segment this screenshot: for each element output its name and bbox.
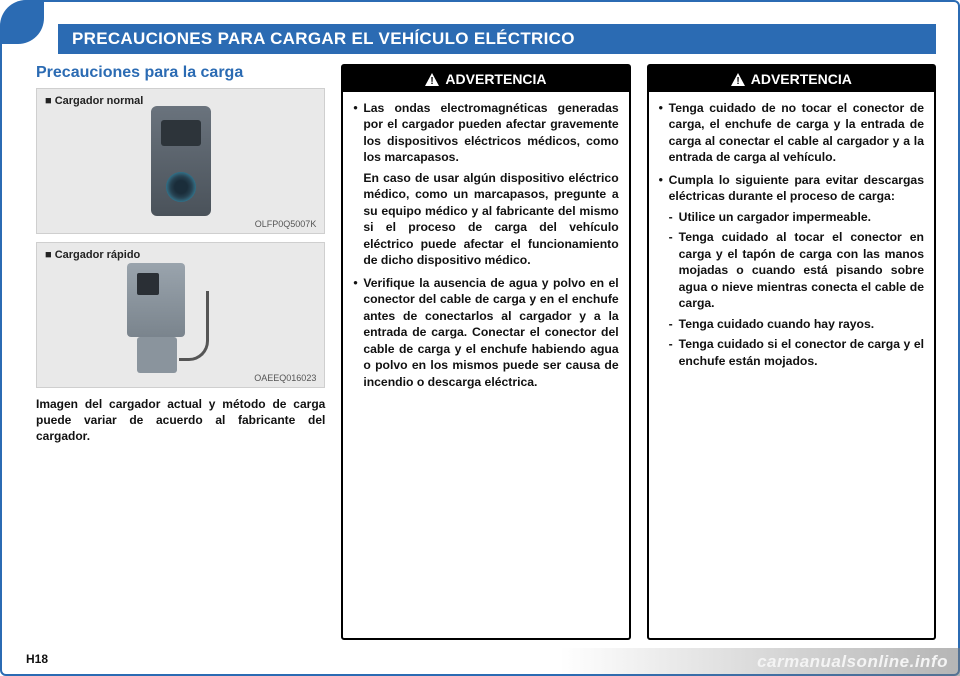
subheading: Precauciones para la carga (36, 64, 325, 82)
sub-list: Utilice un cargador impermeable. Tenga c… (669, 209, 924, 369)
bullet-text: Tenga cuidado de no tocar el conector de… (669, 101, 924, 164)
svg-text:!: ! (431, 76, 434, 86)
photo-code: OLFP0Q5007K (255, 219, 317, 229)
warning-body: Las ondas electromagnéticas generadas po… (343, 92, 628, 406)
figure-caption: Imagen del cargador actual y método de c… (36, 396, 325, 445)
right-column: ! ADVERTENCIA Tenga cuidado de no tocar … (647, 64, 936, 640)
warning-icon: ! (425, 73, 439, 86)
warning-title-text: ADVERTENCIA (751, 71, 852, 87)
bullet-text: Cumpla lo siguiente para evitar descarga… (669, 173, 924, 203)
warning-title-bar: ! ADVERTENCIA (649, 66, 934, 92)
section-header: PRECAUCIONES PARA CARGAR EL VEHÍCULO ELÉ… (58, 24, 936, 54)
page-number: H18 (26, 652, 48, 666)
bullet-text: Las ondas electromagnéticas generadas po… (363, 101, 618, 164)
charger-illustration (151, 106, 211, 216)
sub-item: Tenga cuidado al tocar el conector en ca… (669, 229, 924, 311)
warning-icon: ! (731, 73, 745, 86)
left-column: Precauciones para la carga ■ Cargador no… (36, 64, 325, 640)
warning-body: Tenga cuidado de no tocar el conector de… (649, 92, 934, 385)
warning-box: ! ADVERTENCIA Tenga cuidado de no tocar … (647, 64, 936, 640)
watermark: carmanualsonline.info (560, 648, 960, 676)
warning-title-bar: ! ADVERTENCIA (343, 66, 628, 92)
sub-item: Tenga cuidado si el conector de carga y … (669, 336, 924, 369)
warning-bullet: Tenga cuidado de no tocar el conector de… (659, 100, 924, 166)
bullet-text: Verifique la ausencia de agua y polvo en… (363, 276, 618, 389)
photo-code: OAEEQ016023 (254, 373, 316, 383)
bullet-paragraph: En caso de usar algún dispositivo eléctr… (363, 170, 618, 269)
sub-item: Tenga cuidado cuando hay rayos. (669, 316, 924, 332)
svg-text:!: ! (736, 76, 739, 86)
warning-bullet: Cumpla lo siguiente para evitar descarga… (659, 172, 924, 369)
warning-bullet: Las ondas electromagnéticas generadas po… (353, 100, 618, 269)
photo-normal-charger: ■ Cargador normal OLFP0Q5007K (36, 88, 325, 234)
photo-label: ■ Cargador rápido (45, 249, 140, 261)
charger-illustration (127, 263, 199, 373)
warning-title-text: ADVERTENCIA (445, 71, 546, 87)
middle-column: ! ADVERTENCIA Las ondas electromagnética… (341, 64, 630, 640)
photo-fast-charger: ■ Cargador rápido OAEEQ016023 (36, 242, 325, 388)
content-area: Precauciones para la carga ■ Cargador no… (36, 64, 936, 640)
sub-item: Utilice un cargador impermeable. (669, 209, 924, 225)
warning-bullet: Verifique la ausencia de agua y polvo en… (353, 275, 618, 390)
warning-box: ! ADVERTENCIA Las ondas electromagnética… (341, 64, 630, 640)
photo-label: ■ Cargador normal (45, 95, 143, 107)
